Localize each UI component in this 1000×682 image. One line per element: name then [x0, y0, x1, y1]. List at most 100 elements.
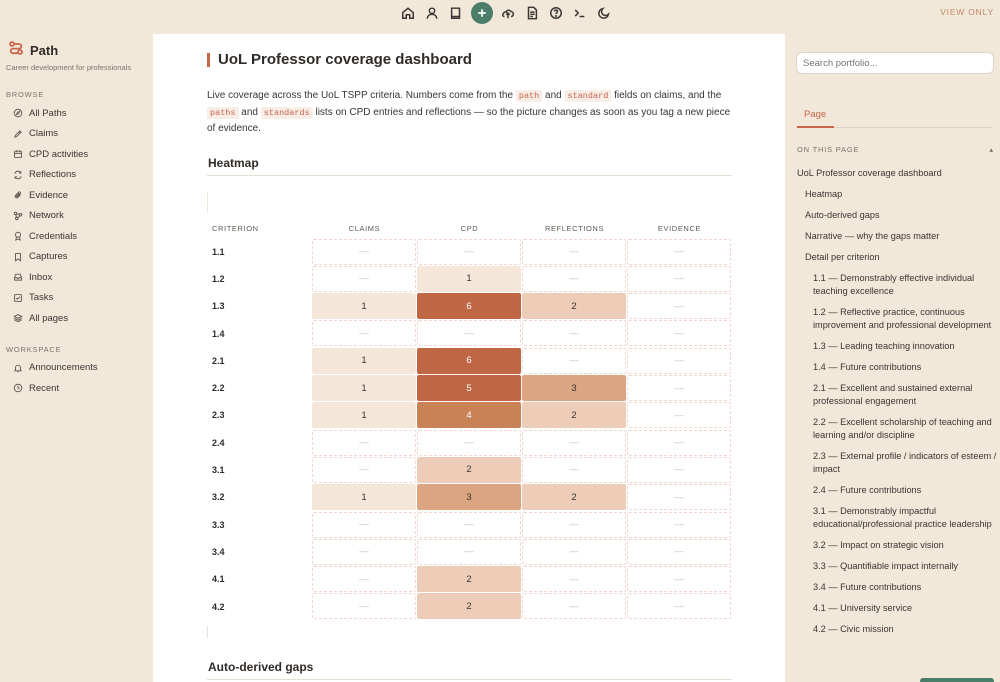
toc-item[interactable]: Narrative — why the gaps matter [805, 231, 940, 241]
heatmap-cell: — [417, 238, 521, 265]
sidebar-item-all-paths[interactable]: All Paths [6, 103, 147, 124]
heatmap-cell[interactable]: 2 [522, 484, 626, 511]
moon-icon[interactable] [595, 4, 613, 22]
criterion-label: 1.2 [212, 273, 225, 284]
toc-item[interactable]: Detail per criterion [805, 252, 880, 262]
home-icon[interactable] [399, 4, 417, 22]
help-icon[interactable] [547, 4, 565, 22]
toc-item[interactable]: 3.3 — Quantifiable impact internally [813, 561, 959, 571]
toc-item[interactable]: 2.1 — Excellent and sustained external p… [813, 383, 973, 406]
workspace-heading: WORKSPACE [6, 344, 62, 354]
heatmap-cell[interactable]: 3 [417, 484, 521, 511]
heatmap-cell[interactable]: 2 [417, 593, 521, 620]
toc-item[interactable]: 2.4 — Future contributions [813, 485, 922, 495]
sidebar-item-claims[interactable]: Claims [6, 124, 147, 145]
heatmap-cell[interactable]: 6 [417, 293, 521, 320]
document-icon[interactable] [523, 4, 541, 22]
heatmap-cell: — [627, 320, 731, 347]
criterion-label: 2.4 [212, 437, 225, 448]
path-logo-icon [8, 40, 24, 61]
sidebar-item-all-pages[interactable]: All pages [6, 308, 147, 329]
heatmap-cell[interactable]: 1 [312, 293, 416, 320]
heatmap-cell[interactable]: 1 [312, 402, 416, 429]
brand[interactable]: Path [8, 40, 147, 61]
floating-action-stub[interactable] [920, 678, 994, 682]
right-sidebar: Page ON THIS PAGE ▴ UoL Professor covera… [785, 34, 1000, 682]
sidebar-item-announcements[interactable]: Announcements [6, 358, 147, 379]
sidebar-item-recent[interactable]: Recent [6, 378, 147, 399]
sidebar-item-label: All pages [29, 312, 69, 324]
heatmap-cell[interactable]: 1 [312, 375, 416, 402]
heatmap-cell: — [522, 347, 626, 374]
compass-icon [13, 108, 23, 118]
heatmap-body: 1.1— — — —1.2—1— —1.3 1 6 2—1.4— — — —2.1 1 6— —2.2 1 5… [207, 238, 733, 620]
heatmap-cell: — [627, 347, 731, 374]
tab-rule [797, 127, 993, 128]
toc-item[interactable]: 2.2 — Excellent scholarship of teaching … [813, 417, 992, 440]
sidebar-item-inbox[interactable]: Inbox [6, 267, 147, 288]
code-path: path [515, 90, 543, 102]
toc-item[interactable]: Auto-derived gaps [805, 210, 880, 220]
toc-item[interactable]: UoL Professor coverage dashboard [797, 168, 942, 178]
toc-item[interactable]: 1.3 — Leading teaching innovation [813, 341, 955, 351]
upload-icon[interactable] [499, 4, 517, 22]
heatmap-cell[interactable]: 1 [417, 265, 521, 292]
sidebar-item-cpd-activities[interactable]: CPD activities [6, 144, 147, 165]
heatmap-cell[interactable]: 1 [312, 347, 416, 374]
search-input[interactable] [796, 52, 994, 74]
block-margin-line [207, 626, 208, 638]
heatmap-cell: — [627, 593, 731, 620]
on-this-page-header[interactable]: ON THIS PAGE ▴ [797, 145, 994, 154]
toc-item[interactable]: 3.4 — Future contributions [813, 582, 922, 592]
book-icon[interactable] [447, 4, 465, 22]
sidebar-item-evidence[interactable]: Evidence [6, 185, 147, 206]
heatmap-row: 1.1— — — — [207, 238, 733, 265]
sidebar-item-network[interactable]: Network [6, 206, 147, 227]
sidebar-item-captures[interactable]: Captures [6, 247, 147, 268]
heatmap-cell[interactable]: 2 [522, 402, 626, 429]
toc-item[interactable]: 2.3 — External profile / indicators of e… [813, 451, 997, 474]
sidebar-item-tasks[interactable]: Tasks [6, 288, 147, 309]
column-header-cpd: CPD [460, 223, 479, 233]
heatmap-cell[interactable]: 2 [417, 566, 521, 593]
user-icon[interactable] [423, 4, 441, 22]
left-sidebar: Path Career development for professional… [0, 34, 153, 682]
criterion-label: 1.1 [212, 246, 225, 257]
heatmap-cell: — [627, 265, 731, 292]
toc-item[interactable]: 4.1 — University service [813, 603, 913, 613]
heatmap-cell[interactable]: 1 [312, 484, 416, 511]
heatmap-cell: — [627, 238, 731, 265]
intro-text: lists on CPD entries and reflections — s… [207, 106, 731, 135]
toc-item[interactable]: 1.1 — Demonstrably effective individual … [813, 273, 975, 296]
table-of-contents: UoL Professor coverage dashboard Heatmap A… [797, 167, 997, 644]
heatmap-cell[interactable]: 3 [522, 375, 626, 402]
heatmap-cell[interactable]: 6 [417, 347, 521, 374]
toc-item[interactable]: 3.2 — Impact on strategic vision [813, 540, 944, 550]
tab-active-underline [797, 126, 834, 128]
toc-item[interactable]: 4.2 — Civic mission [813, 624, 894, 634]
heatmap-row: 2.2 1 5 3— [207, 374, 733, 402]
heatmap-cell[interactable]: 2 [417, 456, 521, 483]
heatmap-cell[interactable]: 2 [522, 293, 626, 320]
collapse-caret-icon[interactable]: ▴ [989, 145, 994, 154]
heatmap-cell: — [627, 456, 731, 483]
terminal-icon[interactable] [571, 4, 589, 22]
criterion-label: 2.3 [212, 410, 225, 421]
criterion-label: 3.4 [212, 546, 225, 557]
toc-item[interactable]: 1.2 — Reflective practice, continuous im… [813, 307, 992, 330]
toc-item[interactable]: Heatmap [805, 189, 843, 199]
toc-item[interactable]: 1.4 — Future contributions [813, 362, 922, 372]
page-title: UoL Professor coverage dashboard [207, 51, 472, 68]
criterion-label: 3.1 [212, 465, 225, 476]
heatmap-cell[interactable]: 4 [417, 402, 521, 429]
calendar-icon [13, 149, 23, 159]
sidebar-item-credentials[interactable]: Credentials [6, 226, 147, 247]
tab-page[interactable]: Page [804, 109, 827, 120]
heatmap-cell[interactable]: 5 [417, 375, 521, 402]
toc-item[interactable]: 3.1 — Demonstrably impactful educational… [813, 506, 992, 529]
title-accent-bar [207, 52, 210, 67]
plus-icon[interactable] [471, 2, 493, 24]
sidebar-item-reflections[interactable]: Reflections [6, 165, 147, 186]
heatmap-cell: — [417, 429, 521, 456]
toolbar-icons [399, 2, 613, 24]
